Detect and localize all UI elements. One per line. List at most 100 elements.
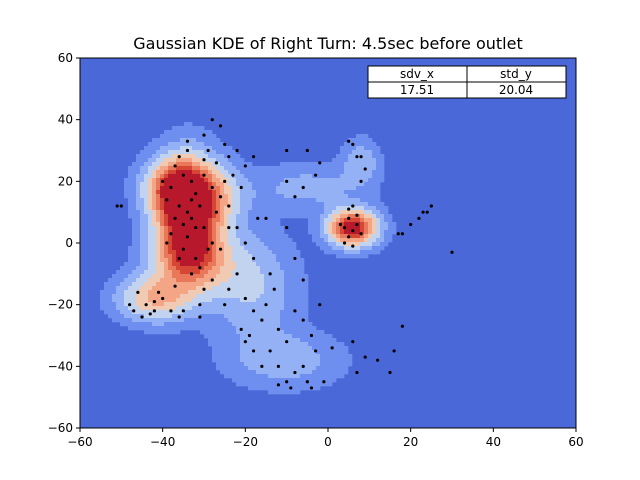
density-cell [164,306,169,311]
density-cell [220,218,225,223]
density-cell [168,150,173,155]
density-cell [292,318,297,323]
density-cell [112,282,117,287]
density-cell [152,306,157,311]
density-cell [256,250,261,255]
density-cell [276,350,281,355]
density-cell [224,166,229,171]
density-cell [376,194,381,199]
density-cell [332,174,337,179]
density-cell [140,270,145,275]
density-cell [296,254,301,259]
density-cell [196,266,201,271]
density-cell [152,174,157,179]
density-cell [360,222,365,227]
density-cell [204,202,209,207]
density-cell [244,378,249,383]
density-cell [264,218,269,223]
density-cell [204,218,209,223]
density-cell [296,358,301,363]
density-cell [188,302,193,307]
density-cell [172,258,177,263]
density-cell [324,182,329,187]
density-cell [344,346,349,351]
density-cell [184,126,189,131]
density-cell [208,186,213,191]
density-cell [192,326,197,331]
density-cell [292,390,297,395]
density-cell [324,374,329,379]
density-cell [260,230,265,235]
density-cell [164,170,169,175]
density-cell [208,306,213,311]
density-cell [328,190,333,195]
density-cell [384,222,389,227]
density-cell [196,134,201,139]
density-cell [256,330,261,335]
density-cell [256,286,261,291]
density-cell [200,274,205,279]
density-cell [172,170,177,175]
density-cell [340,354,345,359]
density-cell [156,202,161,207]
density-cell [252,298,257,303]
density-cell [188,134,193,139]
density-cell [192,154,197,159]
density-cell [248,262,253,267]
density-cell [136,282,141,287]
density-cell [220,238,225,243]
data-point [301,185,305,190]
density-cell [244,202,249,207]
density-cell [308,370,313,375]
density-cell [128,286,133,291]
density-cell [132,190,137,195]
density-cell [280,294,285,299]
density-cell [276,206,281,211]
density-cell [200,186,205,191]
density-cell [180,170,185,175]
density-cell [360,210,365,215]
density-cell [272,370,277,375]
density-cell [252,346,257,351]
density-cell [136,194,141,199]
density-cell [132,174,137,179]
density-cell [172,158,177,163]
density-cell [296,282,301,287]
density-cell [172,194,177,199]
density-cell [160,198,165,203]
density-cell [276,318,281,323]
density-cell [288,314,293,319]
density-cell [300,194,305,199]
density-cell [184,302,189,307]
density-cell [116,306,121,311]
density-cell [304,314,309,319]
density-cell [148,226,153,231]
density-cell [204,150,209,155]
density-cell [184,134,189,139]
density-cell [336,210,341,215]
density-cell [256,202,261,207]
density-cell [220,362,225,367]
density-cell [144,290,149,295]
density-cell [224,350,229,355]
density-cell [276,298,281,303]
density-cell [288,210,293,215]
density-cell [200,194,205,199]
density-cell [180,198,185,203]
density-cell [256,318,261,323]
density-cell [180,306,185,311]
density-cell [276,286,281,291]
density-cell [272,182,277,187]
density-cell [364,170,369,175]
density-cell [168,146,173,151]
density-cell [232,298,237,303]
density-cell [176,158,181,163]
density-cell [104,310,109,315]
density-cell [180,290,185,295]
density-cell [280,390,285,395]
density-cell [280,282,285,287]
density-cell [292,330,297,335]
density-cell [236,162,241,167]
data-point [243,296,247,301]
density-cell [212,306,217,311]
